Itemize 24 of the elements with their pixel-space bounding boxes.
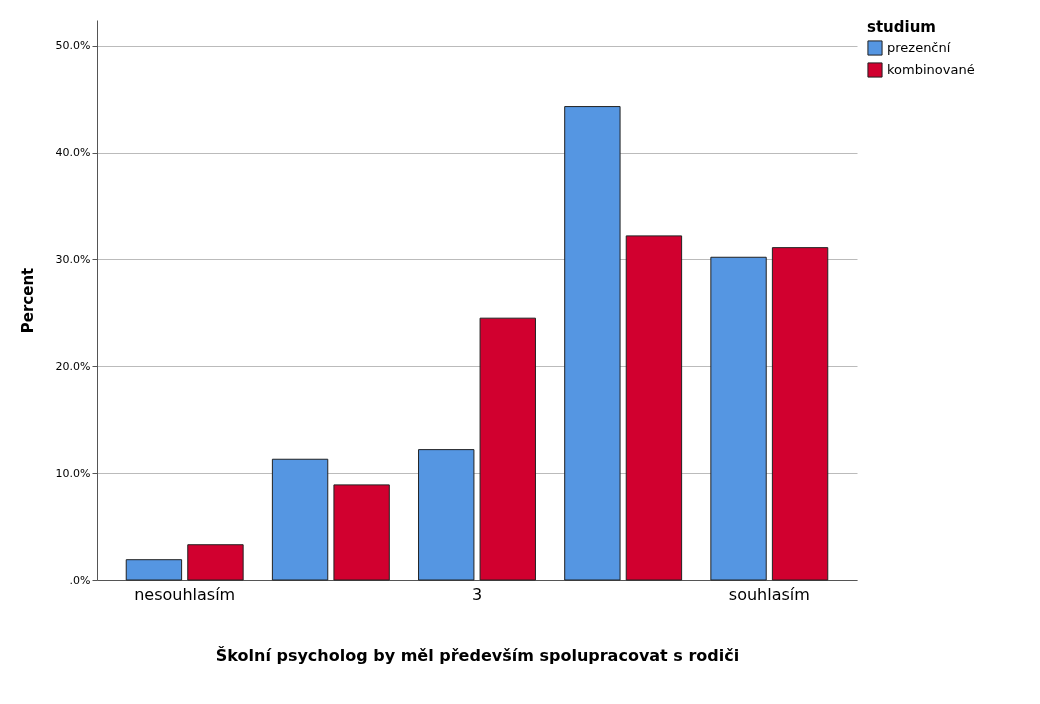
- y-axis-title: Percent: [18, 267, 37, 334]
- y-tick-label: 10.0%: [55, 466, 91, 480]
- bar: [333, 484, 390, 581]
- bar: [479, 317, 536, 581]
- y-tick-label: 30.0%: [55, 252, 91, 266]
- bar: [710, 256, 767, 581]
- legend-title: studium: [867, 18, 936, 36]
- bar: [771, 247, 829, 581]
- x-tick-label: souhlasím: [728, 584, 810, 604]
- bar: [271, 458, 329, 581]
- y-tick-label: 40.0%: [55, 146, 91, 160]
- y-tick-label: 20.0%: [55, 359, 91, 373]
- bar: [125, 559, 183, 581]
- bar: [625, 235, 683, 581]
- y-tick-label: .0%: [69, 573, 91, 587]
- legend-label: kombinované: [887, 62, 975, 77]
- bar: [187, 544, 244, 581]
- x-tick-label: nesouhlasím: [134, 584, 236, 604]
- y-tick-label: 50.0%: [55, 39, 91, 53]
- x-axis-title: Školní psycholog by měl především spolupracovat s rodiči: [215, 645, 740, 665]
- x-tick-label: 3: [471, 584, 483, 604]
- bar: [418, 449, 475, 581]
- bar: [564, 106, 621, 581]
- legend-label: prezenční: [887, 40, 951, 55]
